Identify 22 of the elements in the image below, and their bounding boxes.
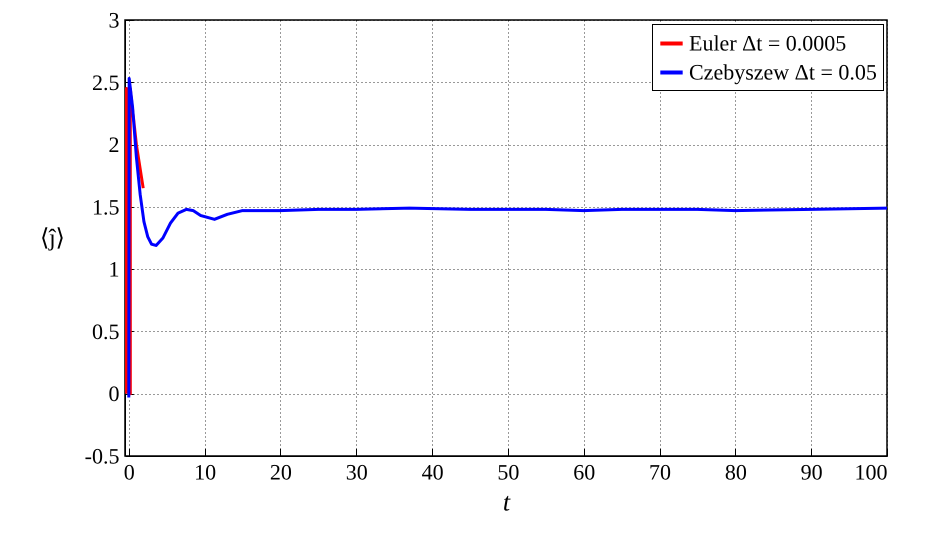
y-tick-label: 2 <box>108 132 120 158</box>
y-tick-label: -0.5 <box>84 444 120 468</box>
x-tick-label: 60 <box>573 460 596 484</box>
x-tick-label: 40 <box>422 460 444 484</box>
x-tick-label: 80 <box>724 460 747 484</box>
y-tick-label: 1 <box>108 256 120 282</box>
x-tick-label: 30 <box>346 460 368 484</box>
y-tick-label: 0 <box>108 381 120 406</box>
y-axis-title: ⟨ĵ⟩ <box>40 226 65 252</box>
legend-label: Czebyszew Δt = 0.05 <box>689 60 877 84</box>
x-tick-label: 90 <box>800 460 823 484</box>
x-axis-title: t <box>502 488 511 516</box>
x-tick-label: 70 <box>649 460 672 484</box>
x-tick-label: 20 <box>270 460 292 484</box>
legend-label: Euler Δt = 0.0005 <box>689 30 846 56</box>
y-tick-label: 0.5 <box>92 318 120 344</box>
x-tick-label: 10 <box>194 460 216 484</box>
y-tick-label: 2.5 <box>92 70 120 95</box>
y-tick-label: 3 <box>108 8 120 32</box>
y-tick-label: 1.5 <box>92 194 120 220</box>
x-tick-label: 100 <box>854 460 888 484</box>
x-tick-label: 50 <box>497 460 520 484</box>
